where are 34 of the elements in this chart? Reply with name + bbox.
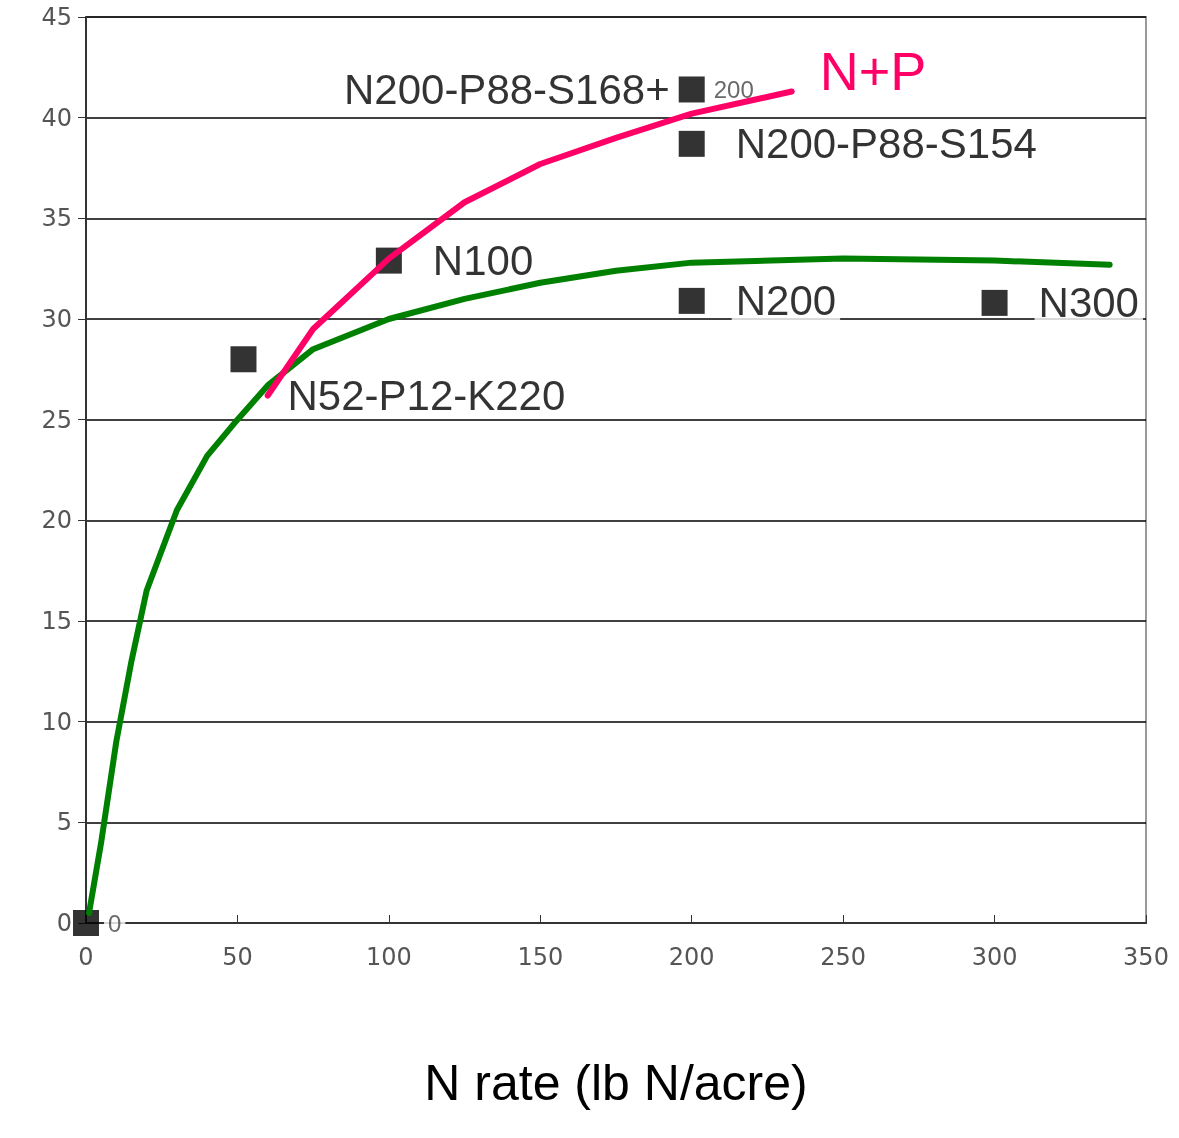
series-label: N+P — [819, 41, 927, 102]
y-tick-label: 40 — [41, 103, 72, 132]
y-tick-label: 25 — [41, 405, 72, 434]
x-tick-label: 0 — [78, 943, 94, 971]
annotation: N52-P12-K220 — [287, 371, 566, 419]
x-tick-label: 100 — [365, 943, 412, 971]
point — [981, 289, 1008, 316]
annotation: N200-P88-S168+ — [343, 65, 670, 113]
point — [73, 910, 99, 936]
y-tick-label: 15 — [41, 607, 72, 635]
y-tick-label: 0 — [56, 909, 72, 937]
annotation: 0 — [108, 909, 122, 937]
y-tick-label: 35 — [41, 204, 72, 233]
y-tick-label: 5 — [56, 808, 72, 837]
y-tick-label: 20 — [41, 506, 72, 535]
point — [678, 287, 705, 314]
y-tick-label: 45 — [41, 3, 72, 31]
annotation: 200 — [713, 75, 754, 103]
annotation: N300 — [1038, 279, 1139, 327]
y-tick-label: 10 — [41, 707, 72, 736]
x-tick-label: 250 — [820, 943, 867, 971]
annotation: N100 — [432, 237, 534, 285]
x-tick-label: 150 — [517, 943, 564, 971]
point — [230, 346, 257, 373]
x-axis-title: N rate (lb N/acre) — [424, 1055, 808, 1111]
point — [678, 130, 705, 157]
y-tick-label: 30 — [41, 305, 72, 333]
annotation: N200-P88-S154 — [735, 120, 1037, 168]
x-tick-label: 300 — [971, 943, 1018, 971]
x-tick-label: 50 — [222, 943, 253, 971]
annotation: N200 — [735, 277, 837, 325]
point — [678, 76, 705, 103]
x-tick-label: 350 — [1123, 943, 1169, 971]
x-tick-label: 200 — [668, 943, 715, 971]
